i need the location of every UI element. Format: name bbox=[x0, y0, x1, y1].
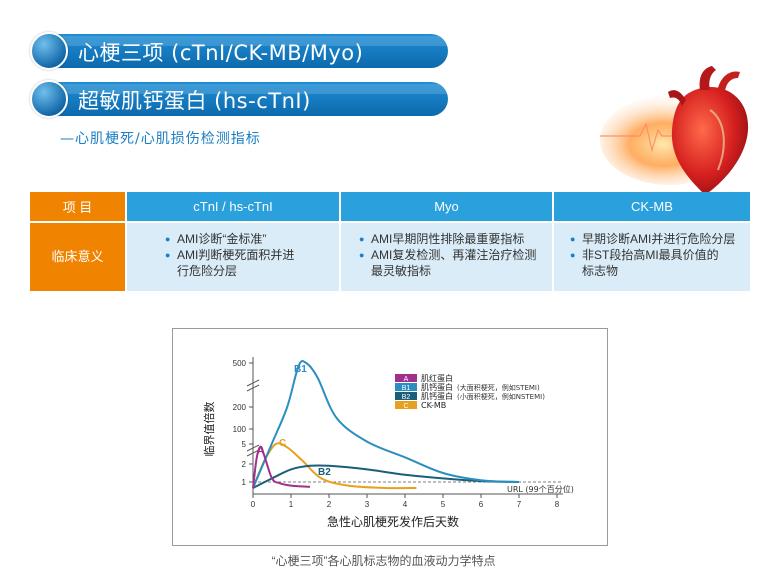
curve-label: C bbox=[279, 438, 286, 449]
legend-note: (大面积梗死，例如STEMI) bbox=[457, 383, 540, 392]
x-tick-label: 6 bbox=[479, 500, 484, 509]
list-item: 非ST段抬高MI最具价值的标志物 bbox=[570, 247, 730, 279]
y-tick-label: 1 bbox=[242, 478, 247, 487]
banner-bar bbox=[50, 34, 448, 68]
list-item: AMI复发检测、再灌注治疗检测最灵敏指标 bbox=[359, 247, 541, 279]
chart-plot: 1 2 5 100 200 500 0 1 2 3 4 5 6 7 8 URL (99个百分位) 急性心肌梗死发… bbox=[202, 357, 574, 529]
legend-label: 肌钙蛋白 bbox=[421, 391, 453, 401]
legend-code: A bbox=[404, 376, 409, 383]
list-item: AMI早期阴性排除最重要指标 bbox=[359, 231, 542, 247]
y-tick-label: 5 bbox=[242, 440, 247, 449]
legend-swatch bbox=[395, 392, 417, 400]
legend-label: CK-MB bbox=[421, 401, 446, 410]
legend-swatch bbox=[395, 374, 417, 382]
table-header-ctni: cTnI / hs-cTnI bbox=[127, 192, 339, 221]
x-tick-label: 8 bbox=[555, 500, 560, 509]
legend-note: (小面积梗死，例如NSTEMI) bbox=[457, 392, 545, 401]
cell-ckmb: 早期诊断AMI并进行危险分层 非ST段抬高MI最具价值的标志物 bbox=[554, 223, 750, 291]
x-tick-label: 5 bbox=[441, 500, 446, 509]
curve-label: B1 bbox=[294, 364, 307, 375]
url-label: URL (99个百分位) bbox=[507, 484, 574, 494]
list-item: AMI诊断“金标准” bbox=[165, 231, 329, 247]
legend-code: B2 bbox=[402, 394, 411, 401]
legend-swatch bbox=[395, 401, 417, 409]
y-tick-label: 200 bbox=[233, 403, 247, 412]
banner-title: 超敏肌钙蛋白 (hs-cTnI) bbox=[78, 89, 311, 113]
legend-label: 肌红蛋白 bbox=[421, 373, 453, 383]
x-tick-label: 0 bbox=[251, 500, 256, 509]
x-tick-label: 7 bbox=[517, 500, 522, 509]
heart-illustration-icon bbox=[600, 66, 749, 195]
legend-code: C bbox=[403, 403, 408, 410]
y-tick-label: 500 bbox=[233, 359, 247, 368]
table-header-item: 项 目 bbox=[30, 192, 125, 221]
legend-code: B1 bbox=[402, 385, 411, 392]
legend-swatch bbox=[395, 383, 417, 391]
legend-label: 肌钙蛋白 bbox=[421, 382, 453, 392]
banner-bullet-icon bbox=[30, 80, 68, 118]
list-item: AMI判断梗死面积并进行危险分层 bbox=[165, 247, 295, 279]
table-header-ckmb: CK-MB bbox=[554, 192, 750, 221]
x-tick-label: 1 bbox=[289, 500, 294, 509]
banner-bullet-icon bbox=[30, 32, 68, 70]
x-tick-label: 3 bbox=[365, 500, 370, 509]
subtitle: —心肌梗死/心肌损伤检测指标 bbox=[60, 131, 261, 147]
y-tick-label: 2 bbox=[242, 460, 247, 469]
table-header-myo: Myo bbox=[341, 192, 552, 221]
cell-myo: AMI早期阴性排除最重要指标 AMI复发检测、再灌注治疗检测最灵敏指标 bbox=[341, 223, 552, 291]
y-axis-label: 临界值倍数 bbox=[202, 402, 216, 457]
row-label: 临床意义 bbox=[30, 223, 125, 291]
y-tick-label: 100 bbox=[233, 425, 247, 434]
x-tick-label: 2 bbox=[327, 500, 332, 509]
banner-title: 心梗三项 (cTnI/CK-MB/Myo) bbox=[78, 41, 364, 65]
banner-ctni-ckmb-myo: 心梗三项 (cTnI/CK-MB/Myo) bbox=[30, 32, 450, 70]
banner-bar bbox=[50, 82, 448, 116]
axis-break-mark bbox=[246, 444, 260, 457]
banner-hs-ctni: 超敏肌钙蛋白 (hs-cTnI) bbox=[30, 80, 450, 118]
series-line-b2 bbox=[252, 464, 520, 489]
series-line-a bbox=[252, 445, 311, 489]
axis-break-mark bbox=[246, 379, 260, 392]
series-line-b1 bbox=[252, 359, 520, 489]
x-axis-label: 急性心肌梗死发作后天数 bbox=[327, 514, 459, 529]
list-item: 早期诊断AMI并进行危险分层 bbox=[570, 231, 740, 247]
x-tick-label: 4 bbox=[403, 500, 408, 509]
kinetics-chart: 1 2 5 100 200 500 0 1 2 3 4 5 6 7 8 URL (99个百分位) 急性心肌梗死发… bbox=[172, 328, 608, 546]
curve-label: B2 bbox=[318, 467, 331, 478]
cell-ctni: AMI诊断“金标准” AMI判断梗死面积并进行危险分层 bbox=[127, 223, 339, 291]
chart-caption: “心梗三项”各心肌标志物的血液动力学特点 bbox=[271, 554, 496, 568]
curve-label: A bbox=[257, 446, 264, 457]
